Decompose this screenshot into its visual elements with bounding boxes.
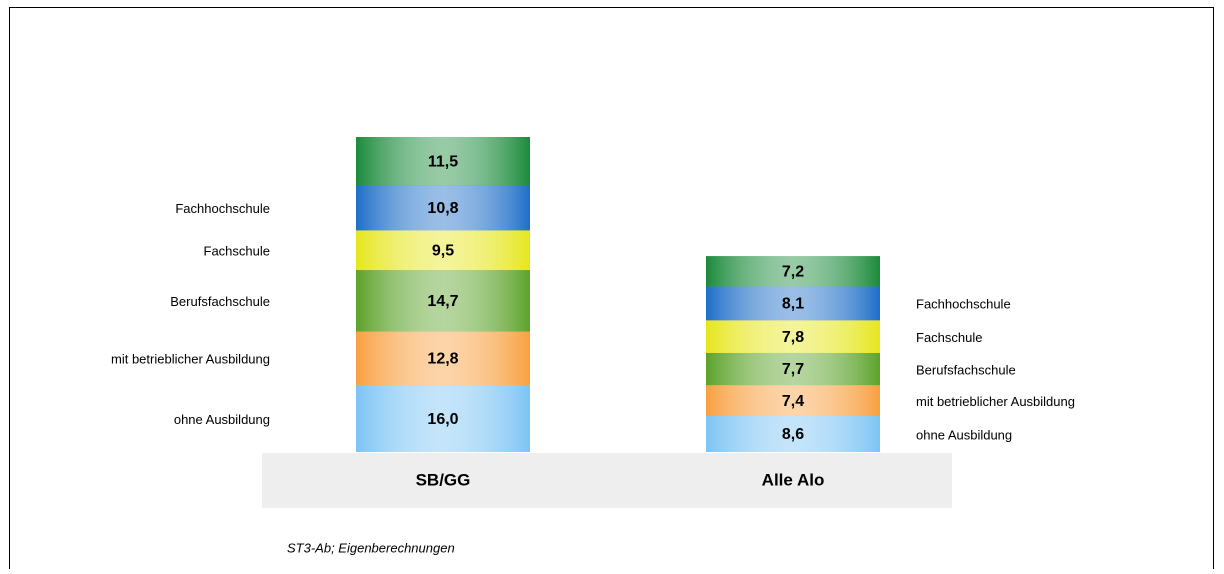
value-label: 11,5 xyxy=(428,153,458,170)
bar-shine xyxy=(706,320,880,353)
bar-shine xyxy=(356,331,530,386)
value-label: 7,4 xyxy=(782,393,804,410)
value-label: 16,0 xyxy=(427,411,458,428)
value-label: 7,8 xyxy=(782,329,804,346)
legend-label: Berufsfachschule xyxy=(170,294,270,309)
legend-label: Fachschule xyxy=(916,330,982,345)
legend-label: mit betrieblicher Ausbildung xyxy=(916,394,1075,409)
legend-label: Berufsfachschule xyxy=(916,362,1016,377)
bar-shine xyxy=(706,352,880,386)
category-label: SB/GG xyxy=(416,470,471,489)
legend-label: Fachhochschule xyxy=(175,201,270,216)
value-label: 9,5 xyxy=(432,242,454,259)
bar-shine xyxy=(706,286,880,321)
bar-shine xyxy=(356,230,530,271)
frame xyxy=(9,7,1214,569)
bar-shine xyxy=(356,185,530,231)
category-label: Alle Alo xyxy=(762,470,825,489)
category-band xyxy=(262,453,952,508)
value-label: 10,8 xyxy=(427,200,458,217)
value-label: 8,6 xyxy=(782,426,804,443)
legend-label: Fachschule xyxy=(204,244,270,259)
bar-shine xyxy=(356,270,530,332)
bar-shine xyxy=(706,385,880,417)
source-note: ST3-Ab; Eigenberechnungen xyxy=(287,540,455,555)
value-label: 7,2 xyxy=(782,264,804,281)
bar-shine xyxy=(356,137,530,186)
bar-shine xyxy=(706,256,880,287)
legend-label: ohne Ausbildung xyxy=(174,412,270,427)
bar-shine xyxy=(706,416,880,452)
legend-label: ohne Ausbildung xyxy=(916,427,1012,442)
bar-shine xyxy=(356,385,530,452)
legend-label: mit betrieblicher Ausbildung xyxy=(111,352,270,367)
value-label: 14,7 xyxy=(427,293,458,310)
value-label: 8,1 xyxy=(782,296,804,313)
value-label: 7,7 xyxy=(782,361,804,378)
legend-label: Fachhochschule xyxy=(916,297,1011,312)
value-label: 12,8 xyxy=(427,351,458,368)
